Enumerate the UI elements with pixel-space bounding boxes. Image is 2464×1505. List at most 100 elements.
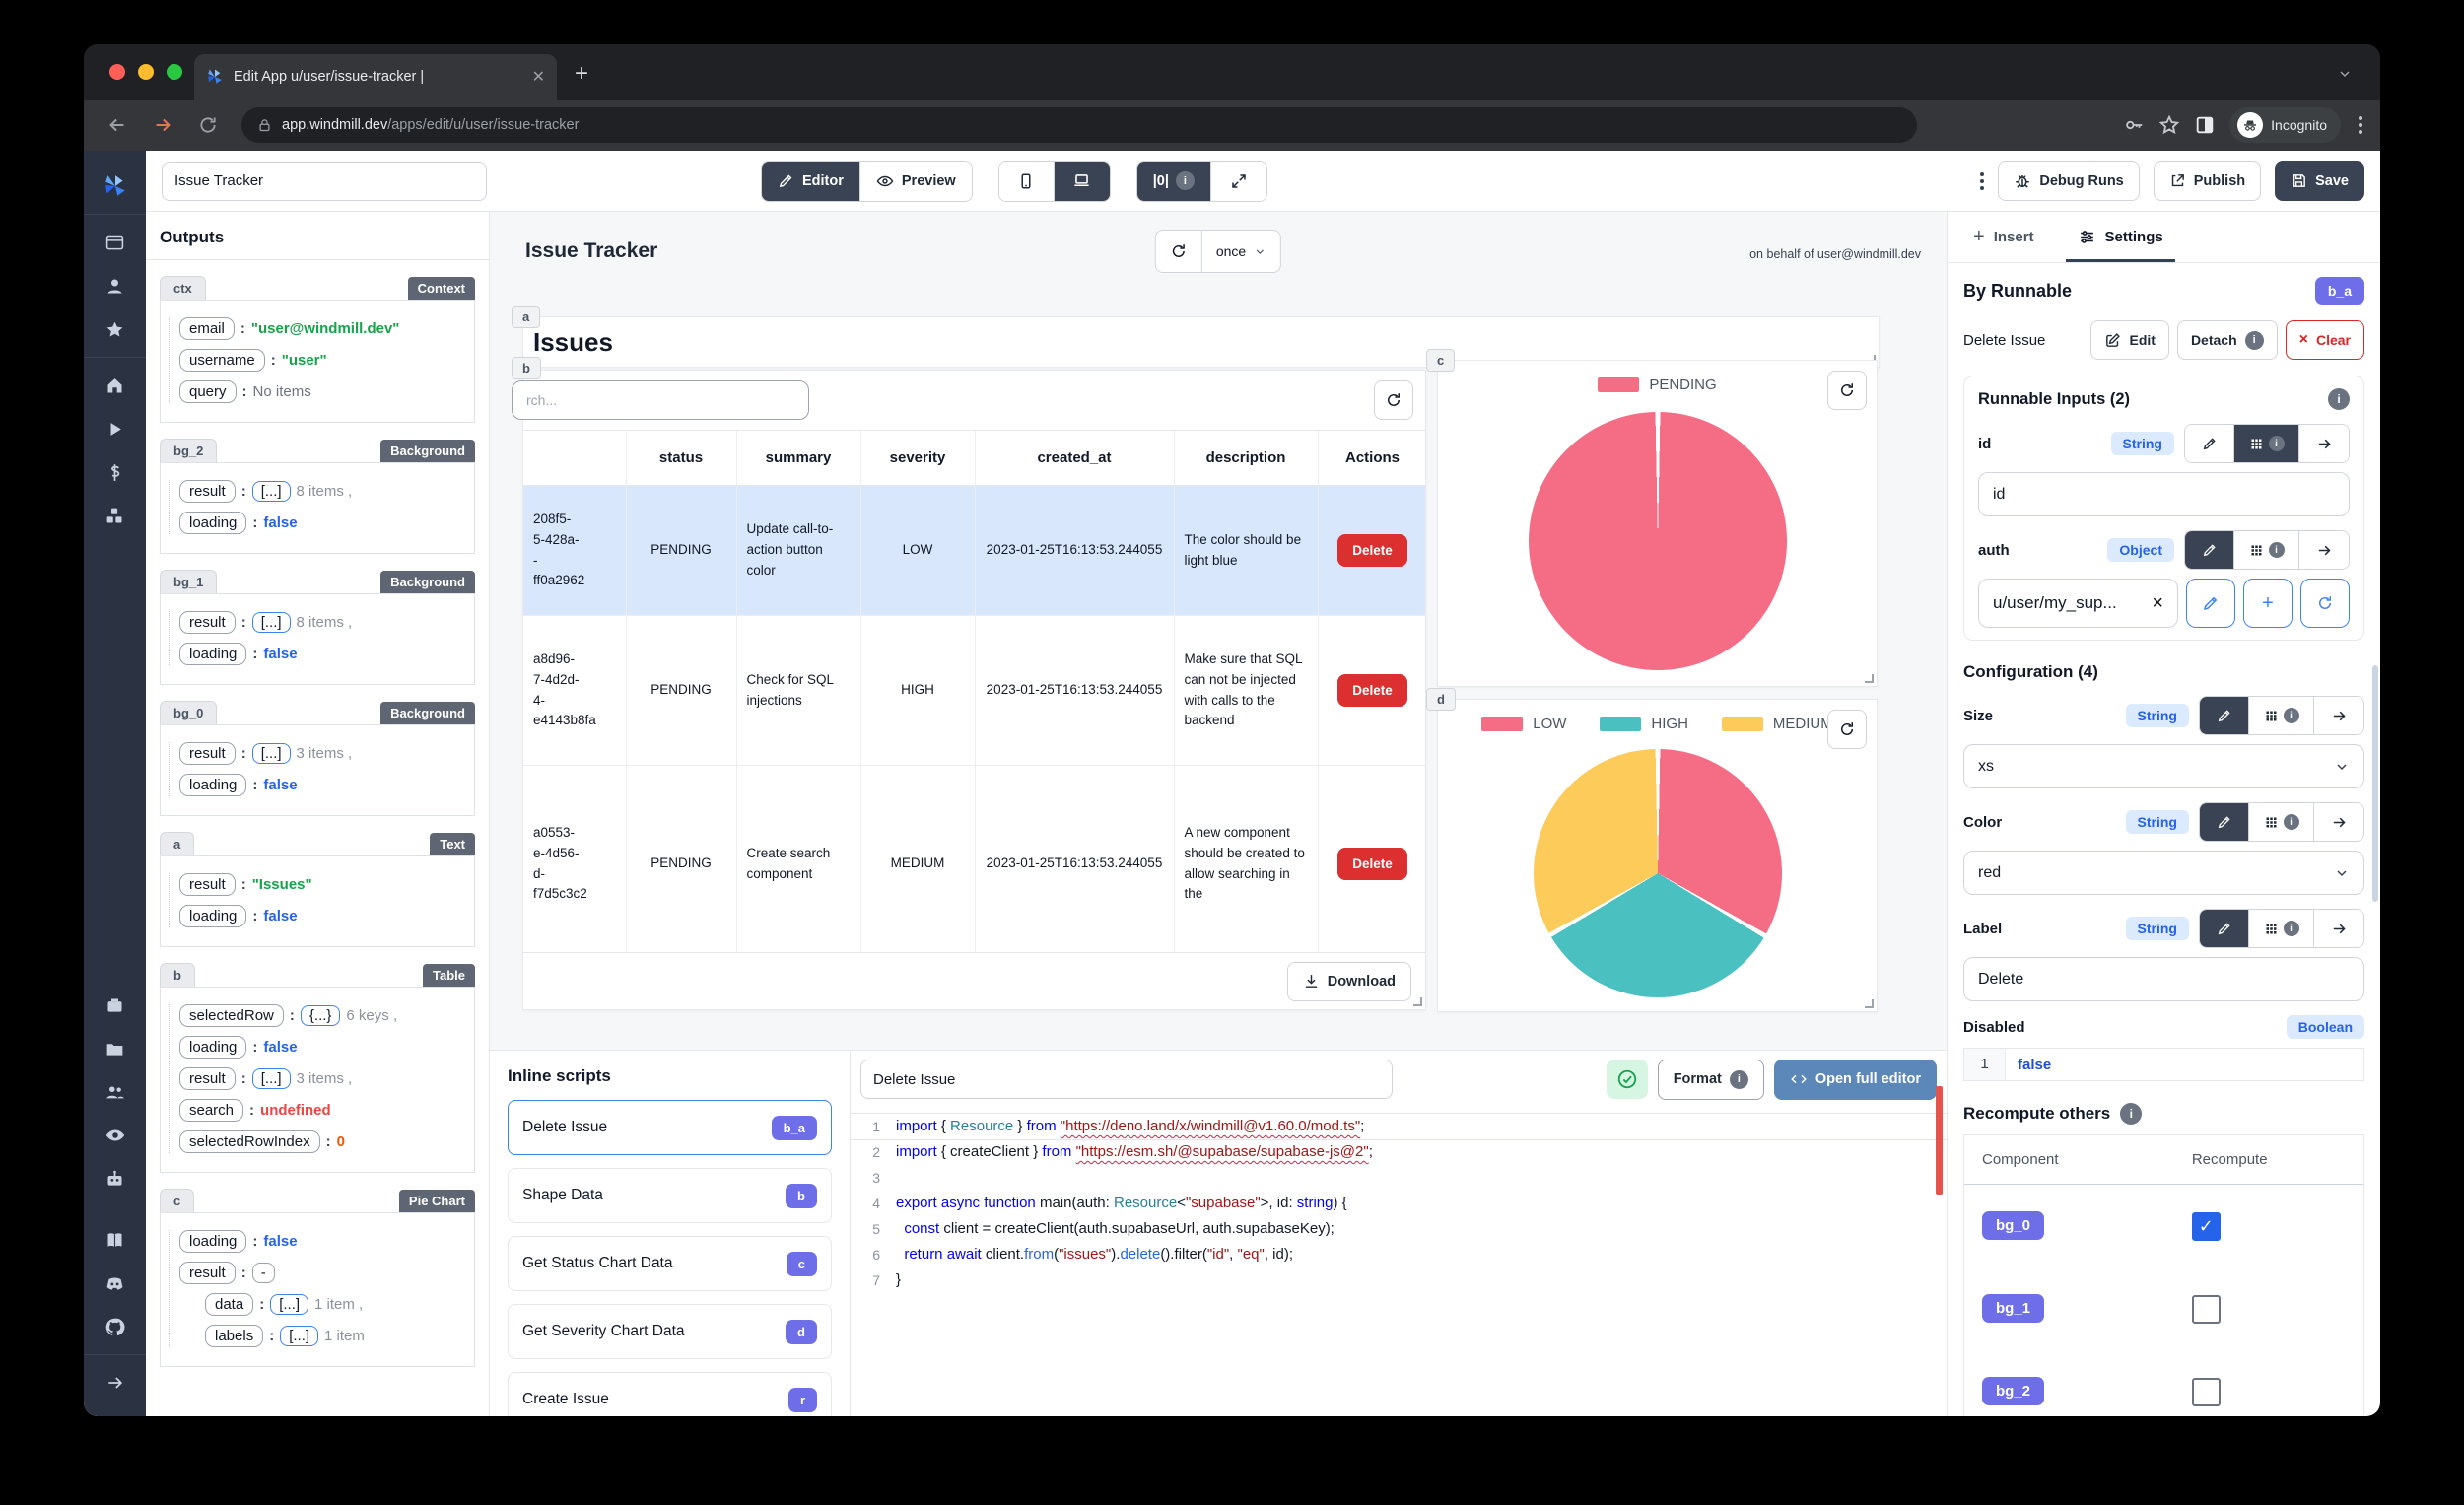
delete-issue-button[interactable]: Delete [1337,848,1407,880]
browser-tab[interactable]: Edit App u/user/issue-tracker | ✕ [194,54,557,100]
info-icon[interactable]: i [2328,388,2350,410]
clear-button[interactable]: × Clear [2285,320,2364,360]
output-key[interactable]: username [179,349,265,372]
eval-mode-button[interactable] [2314,697,2363,734]
output-key[interactable]: loading [179,905,247,927]
app-canvas[interactable]: Issue Tracker once on behalf of user@win… [490,212,1947,1050]
recompute-checkbox[interactable] [2191,1377,2221,1406]
refresh-resource-button[interactable] [2300,579,2350,628]
output-key[interactable]: loading [179,643,247,665]
reload-button[interactable] [188,105,228,145]
static-mode-button[interactable] [2200,910,2249,947]
recompute-checkbox[interactable] [2191,1294,2221,1324]
settings-scrollbar[interactable] [2372,665,2378,902]
eval-mode-button[interactable] [2299,425,2349,462]
rail-user-icon[interactable] [84,264,146,308]
pie-d-refresh-button[interactable] [1827,710,1867,749]
auth-resource-picker[interactable]: u/user/my_sup... × [1978,579,2178,628]
connect-mode-button[interactable]: i [2249,697,2314,734]
desktop-view-button[interactable] [1054,161,1110,201]
app-name-input[interactable] [162,161,487,201]
pie-chart-component-d[interactable]: d LOW HIGH MEDIUM [1426,688,1878,1012]
color-select[interactable]: red [1963,851,2364,895]
tab-settings[interactable]: Settings [2060,212,2181,262]
static-mode-button[interactable] [2185,531,2234,569]
output-key[interactable]: query [179,380,237,403]
open-full-editor-button[interactable]: Open full editor [1773,1059,1937,1100]
static-mode-button[interactable] [2200,803,2249,841]
value-chip[interactable]: [...] [251,612,291,633]
output-key[interactable]: search [179,1099,244,1122]
resize-handle[interactable] [1413,997,1422,1006]
section-id[interactable]: a [160,832,195,855]
output-key[interactable]: result [179,611,236,634]
section-id[interactable]: bg_1 [160,570,218,593]
pie-chart-component-c[interactable]: c PENDING [1426,349,1878,687]
pie-c-refresh-button[interactable] [1827,371,1867,410]
fullscreen-button[interactable] [1210,161,1266,201]
table-row[interactable]: a8d96- 7-4d2d- 4- e4143b8fa PENDING Check for… [523,615,1425,766]
connect-mode-button[interactable]: i [2249,803,2314,841]
output-key[interactable]: result [179,873,236,896]
field-id-input[interactable] [1978,472,2350,516]
edit-runnable-button[interactable]: Edit [2090,320,2169,360]
clear-x-icon[interactable]: × [2152,591,2163,614]
refresh-mode-dropdown[interactable]: once [1202,231,1280,272]
browser-menu-button[interactable] [2359,116,2362,134]
delete-issue-button[interactable]: Delete [1337,674,1407,707]
legend-entry[interactable]: HIGH [1600,716,1688,732]
output-key[interactable]: loading [179,1036,247,1059]
recompute-checkbox[interactable]: ✓ [2191,1211,2221,1241]
rail-github-icon[interactable] [84,1305,146,1348]
script-name-input[interactable] [860,1060,1393,1099]
minimize-window-button[interactable] [138,64,154,80]
legend-entry[interactable]: LOW [1481,716,1566,732]
value-chip[interactable]: [...] [280,1326,319,1346]
rail-runs-icon[interactable] [84,407,146,450]
rail-home-icon[interactable] [84,364,146,407]
table-row[interactable]: 208f5- 5-428a- - ff0a2962 PENDING Update call… [523,485,1425,616]
preview-mode-button[interactable]: Preview [859,161,972,201]
output-key[interactable]: result [179,1067,236,1090]
hide-runs-button[interactable]: |0| i [1136,161,1211,201]
info-icon[interactable]: i [2120,1103,2143,1125]
table-refresh-button[interactable] [1374,380,1413,420]
section-id[interactable]: bg_0 [160,701,218,724]
address-bar[interactable]: app.windmill.dev/apps/edit/u/user/issue-… [241,107,1917,143]
back-button[interactable] [98,105,137,145]
rail-collapse-arrow-icon[interactable] [84,1361,146,1404]
delete-issue-button[interactable]: Delete [1337,534,1407,567]
rail-groups-icon[interactable] [84,1070,146,1114]
output-key[interactable]: data [205,1293,254,1316]
eval-mode-button[interactable] [2314,803,2363,841]
inline-script-item[interactable]: Shape Data b [508,1168,832,1223]
value-chip[interactable]: [...] [251,743,291,764]
output-key[interactable]: loading [179,1230,247,1253]
close-window-button[interactable] [109,64,125,80]
output-key[interactable]: email [179,317,235,340]
save-button[interactable]: Save [2275,161,2364,201]
rail-favorites-icon[interactable] [84,308,146,351]
rail-workers-robot-icon[interactable] [84,1157,146,1200]
section-id[interactable]: b [160,963,195,987]
window-controls[interactable] [109,64,182,80]
debug-runs-button[interactable]: Debug Runs [1998,161,2140,201]
connect-mode-button[interactable]: i [2249,910,2314,947]
rail-docs-book-icon[interactable] [84,1218,146,1262]
output-key[interactable]: labels [205,1325,264,1347]
output-key[interactable]: loading [179,512,247,534]
more-menu-button[interactable] [1980,171,1985,190]
value-chip[interactable]: [...] [270,1294,309,1315]
resize-handle[interactable] [1865,999,1874,1008]
legend-entry[interactable]: MEDIUM [1721,716,1833,732]
value-chip[interactable]: - [251,1263,275,1283]
static-mode-button[interactable] [2200,697,2249,734]
rail-resources-icon[interactable] [84,494,146,537]
section-id[interactable]: bg_2 [160,439,218,462]
rail-variables-icon[interactable] [84,450,146,494]
editor-mode-button[interactable]: Editor [762,161,860,201]
rail-schedules-icon[interactable] [84,984,146,1027]
table-row[interactable]: a0553- e-4d56- d-f7d5c3c2 PENDING Create sea… [523,765,1425,952]
rail-apps-icon[interactable] [84,221,146,264]
resize-handle[interactable] [1865,674,1874,683]
